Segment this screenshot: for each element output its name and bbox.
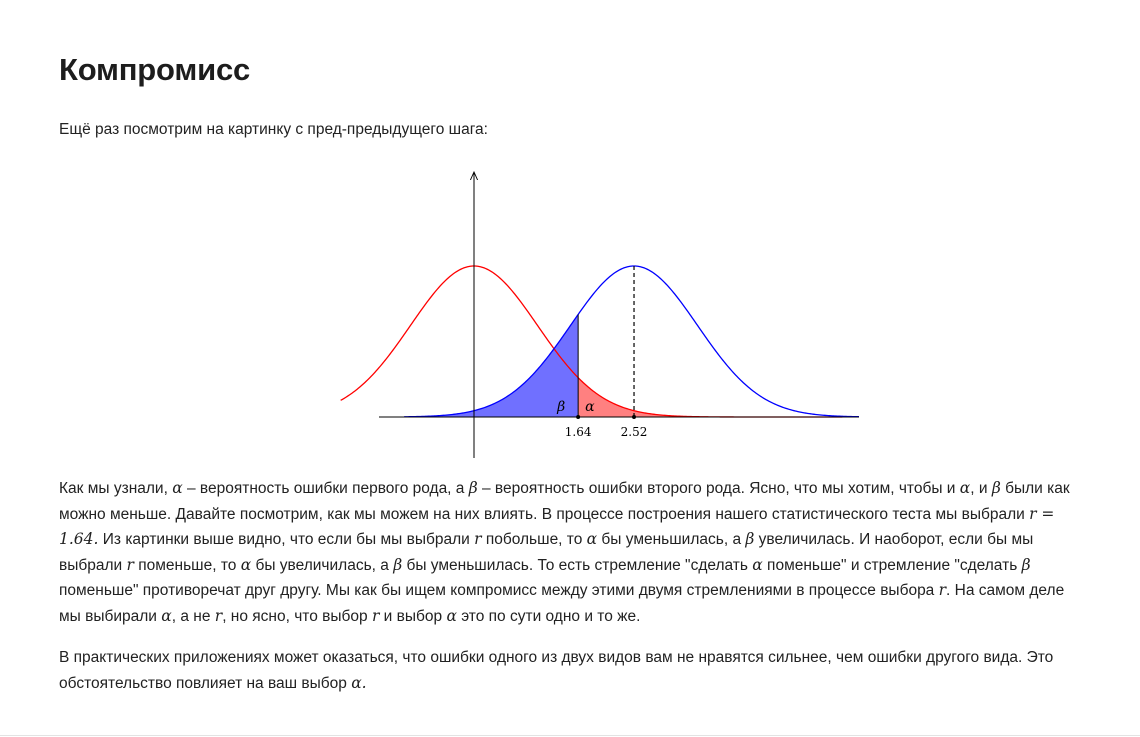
alpha-region — [578, 377, 843, 417]
alt-mean-point — [632, 415, 637, 419]
beta-region — [404, 314, 579, 417]
beta-symbol: β — [468, 479, 478, 497]
distributions-plot: 1.64 2.52 β α — [340, 165, 859, 458]
practical-note-paragraph: В практических приложениях может оказать… — [59, 649, 1054, 692]
page-title: Компромисс — [59, 52, 251, 87]
r-equation: r = 1.64. — [59, 504, 1055, 549]
beta-label: β — [556, 399, 565, 415]
threshold-point — [576, 415, 581, 419]
explanation-paragraph: Как мы узнали, α – вероятность ошибки пе… — [59, 479, 1070, 625]
alpha-label: α — [585, 399, 595, 415]
alpha-symbol: α. — [351, 673, 367, 692]
tick-label-alt-mean: 2.52 — [621, 425, 648, 439]
normal-distributions-figure: 1.64 2.52 β α — [279, 165, 859, 465]
tick-label-threshold: 1.64 — [565, 425, 592, 439]
intro-text: Ещё раз посмотрим на картинку с пред-пре… — [59, 121, 488, 138]
bottom-divider — [0, 735, 1140, 736]
alpha-symbol: α — [172, 479, 183, 497]
alternative-distribution-curve — [404, 265, 859, 418]
